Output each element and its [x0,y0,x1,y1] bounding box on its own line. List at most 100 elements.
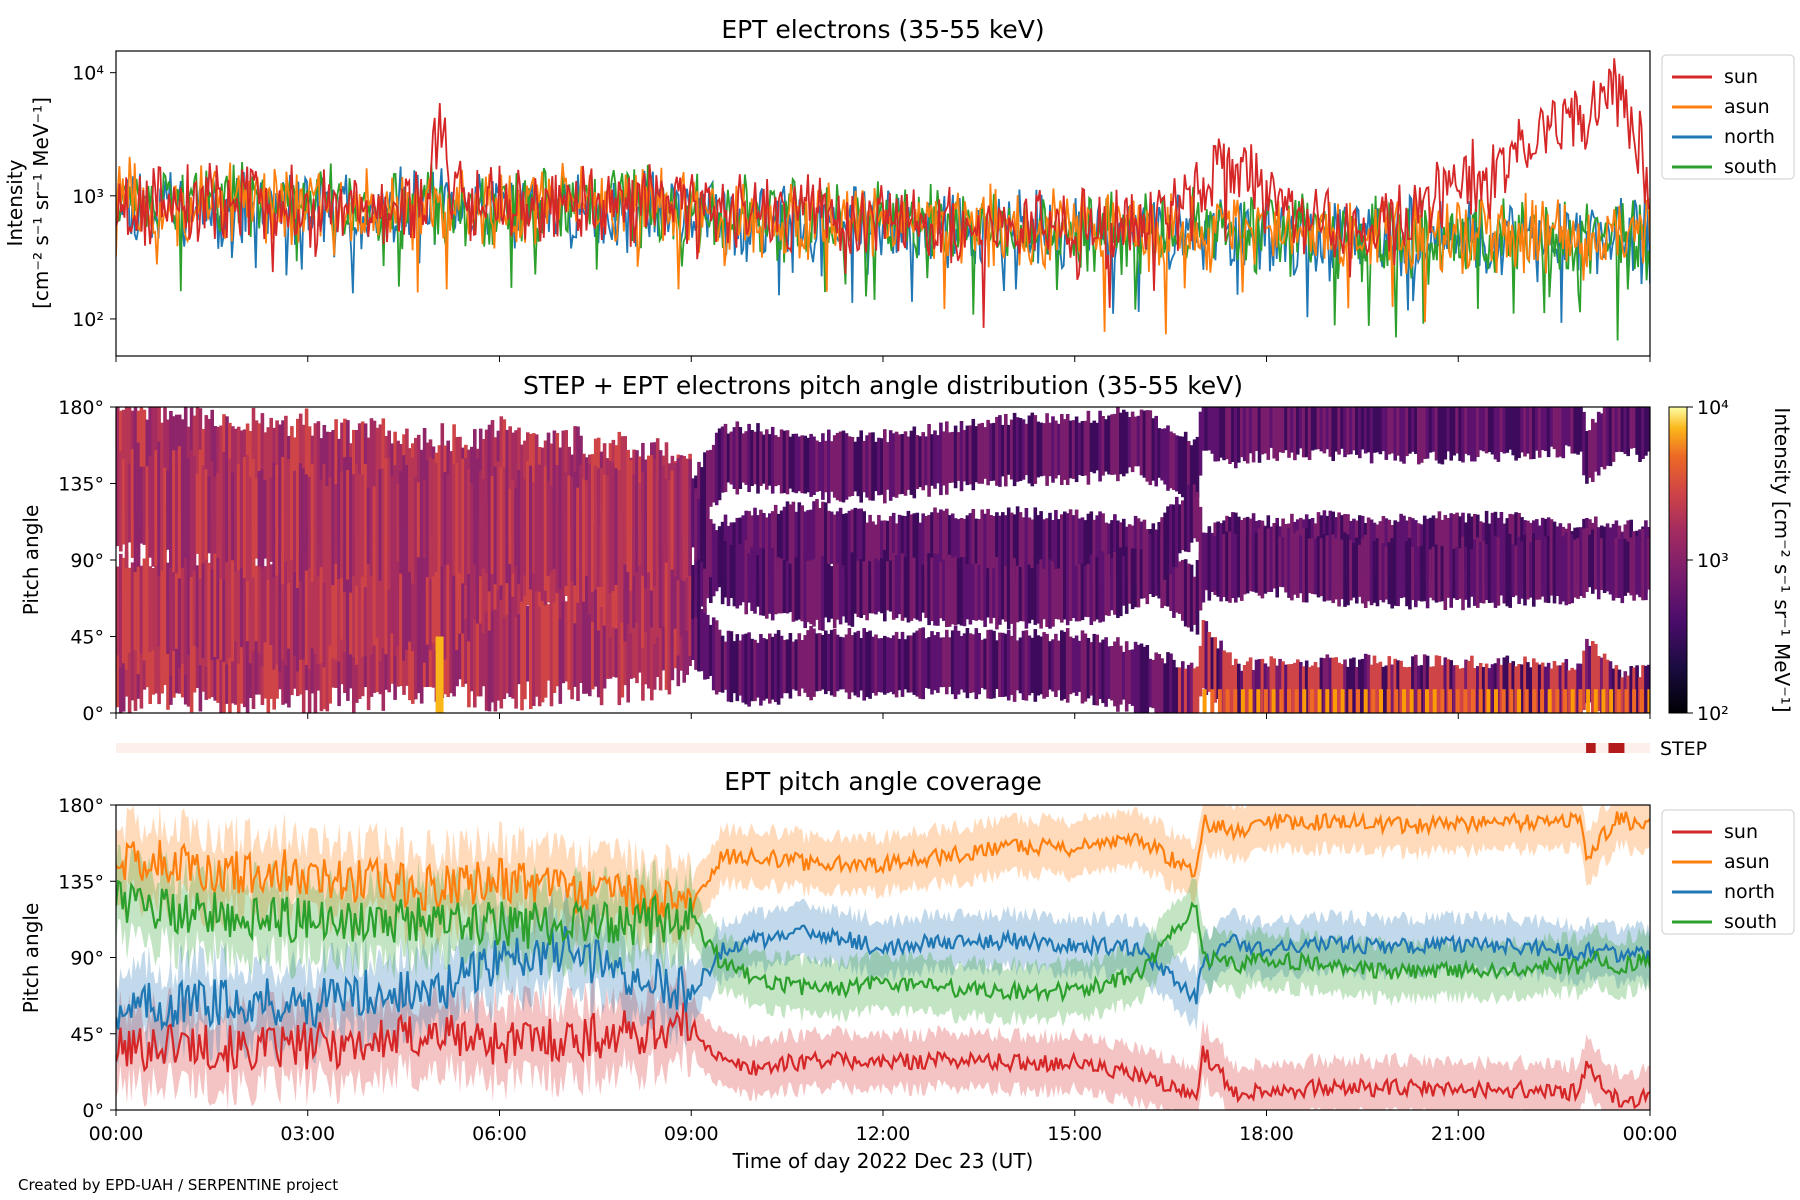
heat-cell [1051,561,1055,627]
series-line-sun [116,58,1650,328]
heat-cell [1172,433,1176,490]
heat-cell [956,558,961,625]
heat-cell [791,641,796,690]
heat-cell [906,635,911,693]
heat-cell [121,409,126,509]
heat-cell [992,630,996,699]
heat-cell [936,632,940,693]
heat-cell [877,437,881,496]
heat-cell [1281,407,1285,453]
heat-cell [1611,533,1616,601]
heat-cell [452,537,456,637]
heat-cell [1588,430,1592,478]
heat-cell [1529,542,1533,598]
heat-cell [1325,535,1330,601]
heat-cell [714,532,719,583]
heat-cell [1576,538,1580,599]
heat-cell [422,530,427,663]
heat-cell [1514,666,1518,713]
heat-cell [514,487,518,567]
heat-cell [1325,654,1330,713]
heat-cell [1004,515,1008,571]
heat-cell [1272,658,1276,713]
heat-cell [886,637,890,694]
heat-cell [635,587,639,684]
heat-cell [1210,407,1215,454]
heat-cell [1408,537,1412,610]
heat-cell [1316,407,1321,450]
heat-cell [431,551,436,644]
heat-cell [903,516,908,582]
heat-cell [166,419,170,511]
heat-cell [1352,407,1356,451]
heat-cell [1130,649,1135,706]
heat-cell [1054,420,1058,479]
heat-cell [579,597,583,683]
heat-cell [1635,536,1639,595]
heat-cell [213,552,217,657]
heat-cell [1546,662,1551,713]
heat-cell [871,636,875,693]
heat-cell [1467,538,1471,608]
heat-cell [1157,428,1161,478]
heat-cell [529,465,533,590]
heat-cell [1328,536,1333,601]
heat-cell [346,560,350,639]
heat-cell-step [1432,689,1437,713]
heat-cell [661,546,666,627]
heat-cell [1201,620,1206,689]
heat-cell [850,437,855,496]
heat-cell [986,419,990,486]
heat-cell [1502,657,1507,713]
heat-cell [1425,407,1430,459]
heat-cell [1127,417,1132,468]
heat-cell [216,426,220,517]
heat-cell [747,632,751,707]
heat-cell [384,458,388,590]
heat-cell [1186,441,1191,500]
heat-cell [1523,534,1527,606]
heat-cell [1254,407,1259,451]
heat-cell [239,466,244,569]
heat-cell [1366,407,1371,453]
heat-cell [1470,407,1474,462]
heat-cell [1001,512,1005,574]
heat-cell [1369,407,1374,464]
heat-cell [1263,527,1268,594]
heat-cell [732,427,737,489]
heat-cell-step [1448,689,1452,713]
heat-cell [1340,664,1344,713]
heat-cell [1360,658,1365,713]
heat-cell [1473,407,1477,462]
heat-cell [1042,632,1046,699]
heat-cell-step [1524,689,1529,713]
heat-cell [759,634,763,706]
heat-cell [903,639,908,690]
heat-cell [1192,576,1197,625]
heat-cell [750,515,754,573]
heat-cell [585,585,589,694]
heat-cell [1098,511,1102,586]
heat-cell [1201,407,1206,451]
heat-cell [1502,407,1507,454]
heat-cell [564,601,568,682]
heat-cell [1027,415,1032,484]
heat-cell [841,513,846,568]
heat-cell [298,463,303,581]
heat-cell [697,550,701,619]
heat-cell [1428,549,1433,598]
heat-cell [251,596,256,709]
heat-cell [1532,658,1536,713]
heat-cell [1594,422,1598,472]
heat-cell [1337,407,1341,455]
heat-cell [1225,407,1229,460]
heat-cell [293,557,297,656]
heat-cell [1237,407,1241,463]
heat-cell [1222,650,1226,713]
heat-cell-step [1333,689,1337,713]
heat-cell [1476,537,1480,608]
heat-cell [260,469,265,569]
heat-cell [1617,407,1622,452]
heat-cell-step [1417,689,1422,713]
heat-cell [1310,407,1315,451]
